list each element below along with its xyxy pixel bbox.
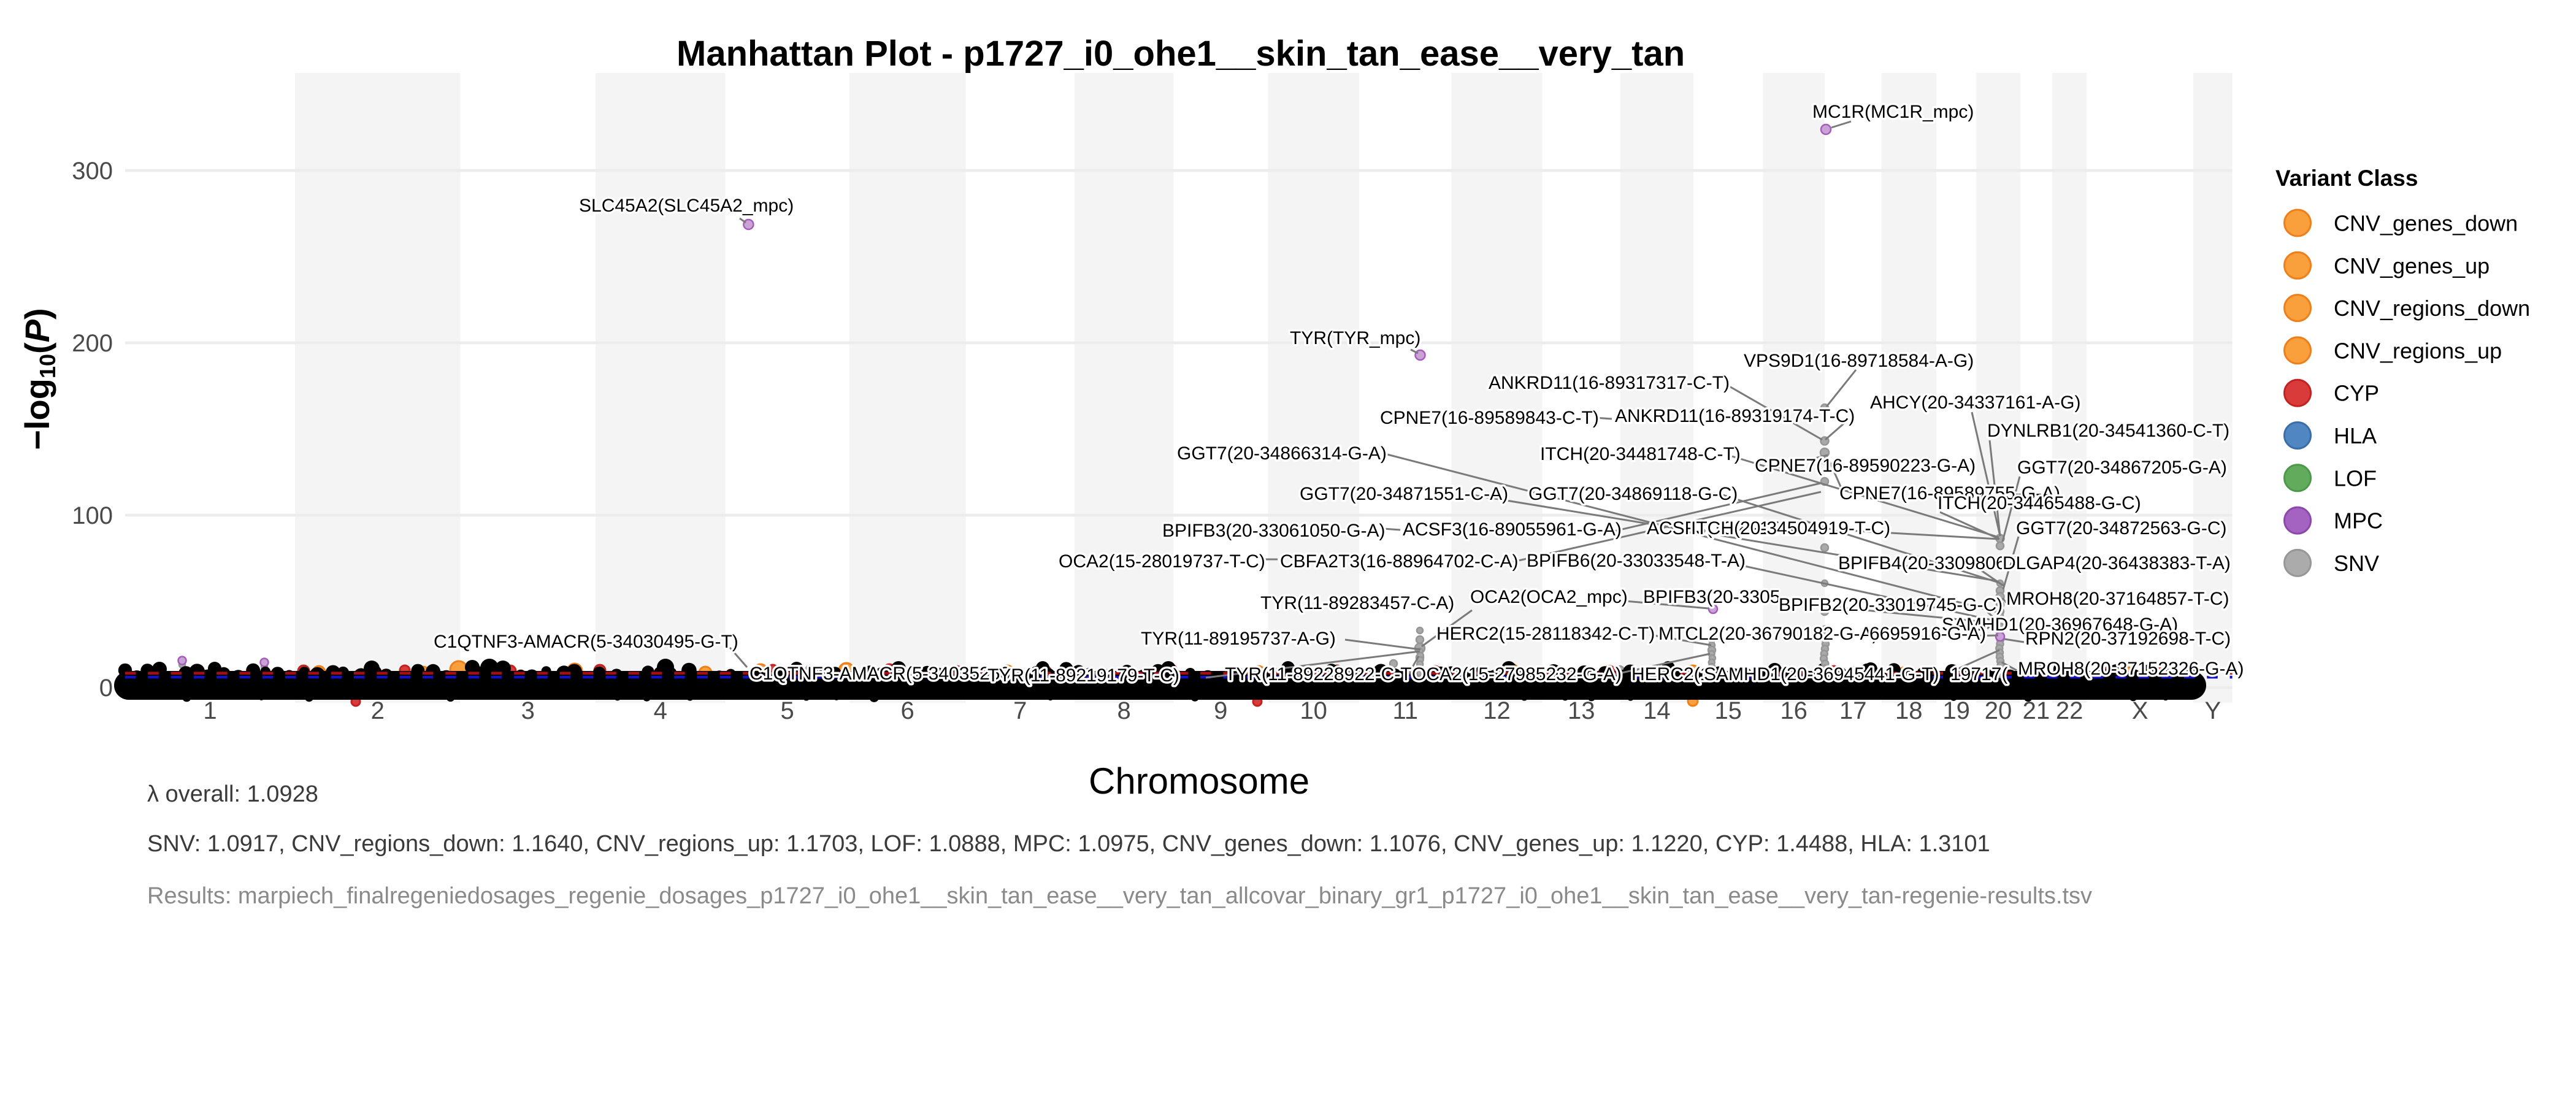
svg-text:MC1R(MC1R_mpc): MC1R(MC1R_mpc)	[1812, 102, 1974, 122]
svg-text:DYNLRB1(20-34541360-C-T): DYNLRB1(20-34541360-C-T)	[1987, 421, 2229, 441]
svg-text:VPS9D1(16-89718584-A-G): VPS9D1(16-89718584-A-G)	[1744, 351, 1974, 371]
svg-text:CPNE7(16-89589843-C-T): CPNE7(16-89589843-C-T)	[1380, 408, 1599, 428]
svg-text:BPIFB4(20-33098067: BPIFB4(20-33098067	[1838, 553, 2016, 573]
svg-text:13: 13	[1568, 697, 1595, 724]
svg-text:DLGAP4(20-36438383-T-A): DLGAP4(20-36438383-T-A)	[2003, 553, 2231, 573]
svg-text:GGT7(20-34871551-C-A): GGT7(20-34871551-C-A)	[1300, 484, 1508, 504]
svg-text:ANKRD11(16-89319174-T-C): ANKRD11(16-89319174-T-C)	[1615, 406, 1855, 426]
svg-text:OCA2(15-27985232-G-A): OCA2(15-27985232-G-A)	[1412, 664, 1622, 684]
svg-text:21: 21	[2023, 697, 2050, 724]
svg-text:7: 7	[1013, 697, 1027, 724]
svg-text:2: 2	[371, 697, 385, 724]
svg-text:15: 15	[1714, 697, 1742, 724]
svg-text:Manhattan Plot - p1727_i0_ohe1: Manhattan Plot - p1727_i0_ohe1__skin_tan…	[677, 34, 1685, 74]
svg-text:GGT7(20-34867205-G-A): GGT7(20-34867205-G-A)	[2017, 458, 2227, 478]
svg-text:9: 9	[1214, 697, 1227, 724]
svg-text:19: 19	[1942, 697, 1970, 724]
svg-text:TYR(11-89219179-T-C): TYR(11-89219179-T-C)	[987, 665, 1179, 686]
svg-text:16: 16	[1780, 697, 1807, 724]
svg-text:SNV: 1.0917, CNV_regions_down:: SNV: 1.0917, CNV_regions_down: 1.1640, C…	[147, 831, 1990, 857]
svg-text:SNV: SNV	[2334, 551, 2379, 576]
svg-text:Chromosome: Chromosome	[1089, 760, 1309, 802]
svg-text:17: 17	[1839, 697, 1867, 724]
svg-text:10: 10	[1300, 697, 1327, 724]
svg-text:Y: Y	[2204, 697, 2221, 724]
svg-text:20: 20	[1985, 697, 2012, 724]
svg-text:4: 4	[654, 697, 667, 724]
svg-text:MTCL2(20-36790182-G-A): MTCL2(20-36790182-G-A)	[1658, 624, 1879, 644]
svg-text:19717(: 19717(	[1950, 664, 2007, 684]
svg-text:LOF: LOF	[2334, 465, 2377, 491]
svg-text:CNV_regions_up: CNV_regions_up	[2334, 338, 2502, 363]
svg-text:200: 200	[72, 330, 113, 357]
svg-text:3: 3	[521, 697, 535, 724]
svg-text:TYR(11-89195737-A-G): TYR(11-89195737-A-G)	[1141, 629, 1336, 649]
svg-text:CBFA2T3(16-88964702-C-A): CBFA2T3(16-88964702-C-A)	[1280, 551, 1519, 572]
svg-text:ITCH(20-34504919-T-C): ITCH(20-34504919-T-C)	[1691, 518, 1890, 538]
svg-text:SAMHD1(20-36945441-G-T): SAMHD1(20-36945441-G-T)	[1704, 664, 1939, 684]
svg-text:HERC2(15-28118342-C-T): HERC2(15-28118342-C-T)	[1436, 624, 1655, 644]
svg-text:22: 22	[2056, 697, 2083, 724]
svg-text:AHCY(20-34337161-A-G): AHCY(20-34337161-A-G)	[1870, 393, 2081, 413]
svg-text:BPIFB3(20-3305: BPIFB3(20-3305	[1643, 587, 1780, 607]
svg-text:12: 12	[1483, 697, 1511, 724]
svg-text:TYR(11-89283457-C-A): TYR(11-89283457-C-A)	[1260, 593, 1454, 613]
svg-text:BPIFB6(20-33033548-T-A): BPIFB6(20-33033548-T-A)	[1527, 551, 1746, 571]
svg-text:100: 100	[72, 502, 113, 529]
svg-text:RPN2(20-37192698-T-C): RPN2(20-37192698-T-C)	[2025, 629, 2231, 649]
svg-text:11: 11	[1393, 697, 1419, 724]
svg-text:GGT7(20-34869118-G-C): GGT7(20-34869118-G-C)	[1528, 484, 1738, 504]
svg-text:6: 6	[900, 697, 914, 724]
svg-text:SAMHD1(20-36967648-G-A): SAMHD1(20-36967648-G-A)	[1942, 615, 2178, 635]
svg-text:ANKRD11(16-89317317-C-T): ANKRD11(16-89317317-C-T)	[1489, 373, 1730, 393]
svg-text:ACSF3(16-89055961-G-A): ACSF3(16-89055961-G-A)	[1403, 519, 1622, 540]
svg-text:CYP: CYP	[2334, 381, 2379, 406]
svg-text:ITCH(20-34465488-G-C): ITCH(20-34465488-G-C)	[1938, 493, 2141, 513]
svg-text:CNV_regions_down: CNV_regions_down	[2334, 296, 2530, 321]
svg-text:18: 18	[1895, 697, 1923, 724]
svg-text:BPIFB2(20-33019745-G-C): BPIFB2(20-33019745-G-C)	[1779, 595, 2003, 615]
svg-text:HERC2(1: HERC2(1	[1631, 664, 1710, 684]
svg-text:MROH8(20-37152326-G-A): MROH8(20-37152326-G-A)	[2018, 659, 2244, 679]
svg-text:MROH8(20-37164857-T-C): MROH8(20-37164857-T-C)	[2006, 589, 2229, 609]
svg-text:HLA: HLA	[2334, 423, 2377, 448]
svg-text:MPC: MPC	[2334, 508, 2383, 534]
svg-text:1: 1	[203, 697, 217, 724]
svg-text:14: 14	[1643, 697, 1671, 724]
svg-text:CPNE7(16-89590223-G-A): CPNE7(16-89590223-G-A)	[1755, 456, 1976, 476]
svg-text:BPIFB3(20-33061050-G-A): BPIFB3(20-33061050-G-A)	[1162, 521, 1386, 541]
svg-text:TYR(11-89228922-C-T: TYR(11-89228922-C-T	[1225, 664, 1412, 684]
svg-text:TYR(TYR_mpc): TYR(TYR_mpc)	[1290, 328, 1420, 348]
svg-text:6695916-G-A): 6695916-G-A)	[1869, 624, 1986, 644]
svg-text:OCA2(15-28019737-T-C): OCA2(15-28019737-T-C)	[1059, 551, 1265, 572]
svg-text:ACSF3(16-891544: ACSF3(16-891544	[1647, 518, 1800, 538]
svg-text:C1QTNF3-AMACR(5-34035250-: C1QTNF3-AMACR(5-34035250-	[749, 664, 1016, 684]
svg-text:CNV_genes_up: CNV_genes_up	[2334, 253, 2490, 278]
svg-text:GGT7(20-34866314-G-A): GGT7(20-34866314-G-A)	[1177, 443, 1387, 464]
svg-text:−log10(P): −log10(P)	[18, 308, 60, 450]
svg-text:Results: marpiech_finalregenie: Results: marpiech_finalregeniedosages_re…	[147, 883, 2092, 909]
svg-text:5: 5	[780, 697, 794, 724]
svg-text:CNV_genes_down: CNV_genes_down	[2334, 211, 2518, 236]
svg-text:GGT7(20-34872563-G-C): GGT7(20-34872563-G-C)	[2016, 518, 2226, 538]
svg-text:OCA2(OCA2_mpc): OCA2(OCA2_mpc)	[1470, 587, 1628, 607]
svg-text:SLC45A2(SLC45A2_mpc): SLC45A2(SLC45A2_mpc)	[579, 196, 794, 216]
svg-text:ITCH(20-34481748-C-T): ITCH(20-34481748-C-T)	[1540, 444, 1741, 464]
svg-text:λ overall: 1.0928: λ overall: 1.0928	[147, 781, 318, 807]
svg-text:8: 8	[1117, 697, 1130, 724]
svg-text:Variant Class: Variant Class	[2275, 166, 2418, 191]
svg-text:300: 300	[72, 158, 113, 185]
svg-text:X: X	[2132, 697, 2149, 724]
svg-text:CPNE7(16-89589755-G-A): CPNE7(16-89589755-G-A)	[1839, 483, 2060, 504]
svg-text:0: 0	[99, 675, 113, 702]
svg-text:C1QTNF3-AMACR(5-34030495-G-T): C1QTNF3-AMACR(5-34030495-G-T)	[434, 632, 738, 652]
